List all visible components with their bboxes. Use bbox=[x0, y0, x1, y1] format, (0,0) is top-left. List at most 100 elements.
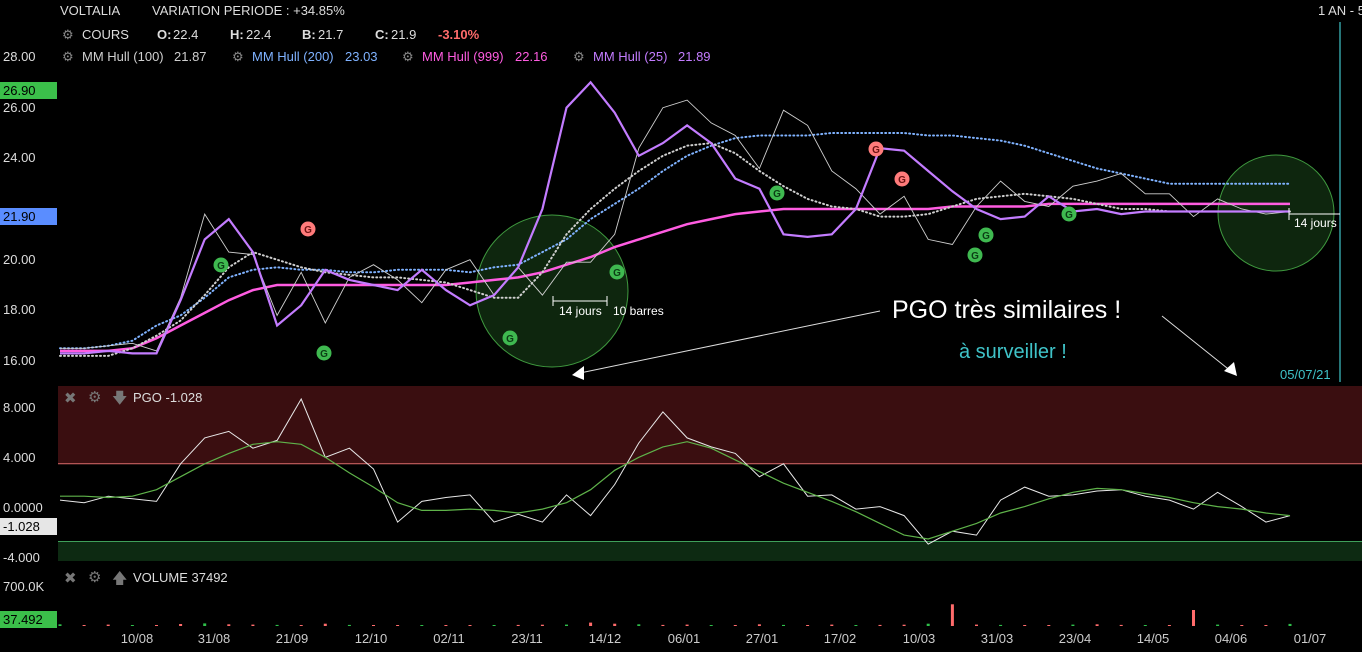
label-10-barres: 10 barres bbox=[613, 304, 664, 318]
pgo-down-arrow-icon[interactable]: 🡇 bbox=[112, 390, 128, 407]
arrow-left-head bbox=[572, 366, 584, 380]
date-marker: 05/07/21 bbox=[1280, 367, 1331, 382]
volume-bar bbox=[830, 624, 834, 626]
annotation-sub: à surveiller ! bbox=[959, 341, 1067, 363]
volume-bar bbox=[1167, 625, 1171, 626]
x-tick-4: 02/11 bbox=[433, 631, 465, 646]
signal-marker-red bbox=[894, 171, 910, 187]
volume-bar bbox=[878, 624, 882, 626]
badge-high: 26.90 bbox=[0, 82, 57, 99]
period-selector[interactable]: 1 AN - 5 bbox=[1318, 3, 1362, 18]
label-14-jours-a: 14 jours bbox=[559, 304, 602, 318]
price-tick-18: 18.00 bbox=[3, 302, 36, 317]
signal-marker-label: G bbox=[506, 334, 514, 345]
close-value: 21.9 bbox=[391, 27, 417, 42]
x-tick-8: 27/01 bbox=[745, 631, 779, 646]
x-tick-9: 17/02 bbox=[823, 631, 857, 646]
x-tick-10: 10/03 bbox=[902, 631, 936, 646]
volume-bar bbox=[902, 624, 906, 626]
volume-bar bbox=[468, 625, 472, 626]
legend-hull100-name: MM Hull (100) bbox=[82, 49, 164, 64]
x-tick-12: 23/04 bbox=[1058, 631, 1092, 646]
pgo-close-icon[interactable]: ✖ bbox=[64, 390, 77, 407]
legend-hull200-name: MM Hull (200) bbox=[252, 49, 334, 64]
legend-gear-icon-3[interactable]: ⚙ bbox=[402, 49, 414, 64]
legend-gear-icon-4[interactable]: ⚙ bbox=[573, 49, 585, 64]
x-tick-7: 06/01 bbox=[667, 631, 701, 646]
close-label: C: bbox=[375, 27, 389, 42]
signal-marker-label: G bbox=[304, 225, 312, 236]
volume-bar bbox=[179, 624, 183, 626]
volume-bar bbox=[227, 624, 231, 626]
pgo-tick-4: 4.000 bbox=[3, 450, 36, 465]
price-tick-16: 16.00 bbox=[3, 353, 36, 368]
volume-bar bbox=[58, 624, 62, 626]
volume-bar bbox=[685, 624, 689, 626]
series-cours bbox=[60, 99, 1291, 352]
signal-marker-green bbox=[1061, 206, 1077, 222]
legend-gear-icon-1[interactable]: ⚙ bbox=[62, 49, 74, 64]
label-14-jours-b: 14 jours bbox=[1294, 216, 1337, 230]
volume-bar bbox=[106, 624, 110, 626]
volume-bar bbox=[1023, 625, 1027, 626]
volume-bar bbox=[1143, 625, 1147, 626]
volume-gear-icon[interactable]: ⚙ bbox=[88, 569, 102, 586]
legend-hull100-value: 21.87 bbox=[174, 49, 207, 64]
low-value: 21.7 bbox=[318, 27, 344, 42]
legend-gear-icon-2[interactable]: ⚙ bbox=[232, 49, 244, 64]
signal-marker-green bbox=[316, 345, 332, 361]
signal-marker-label: G bbox=[320, 349, 328, 360]
x-tick-14: 04/06 bbox=[1214, 631, 1248, 646]
legend-hull25-name: MM Hull (25) bbox=[593, 49, 668, 64]
volume-bar bbox=[854, 625, 858, 626]
volume-bar bbox=[275, 624, 279, 626]
volume-bar bbox=[420, 625, 424, 626]
x-tick-15: 01/07 bbox=[1293, 631, 1327, 646]
pgo-gear-icon[interactable]: ⚙ bbox=[88, 389, 102, 406]
arrow-left-line bbox=[579, 310, 881, 374]
volume-bar bbox=[82, 625, 86, 626]
series-mm-hull-25 bbox=[60, 80, 1290, 355]
volume-bar bbox=[130, 625, 134, 626]
x-tick-2: 21/09 bbox=[275, 631, 309, 646]
legend-hull999-name: MM Hull (999) bbox=[422, 49, 504, 64]
pgo-series-group bbox=[59, 397, 1291, 545]
volume-bar bbox=[203, 623, 207, 626]
volume-bar bbox=[709, 625, 713, 626]
volume-bar bbox=[323, 623, 327, 626]
volume-bar bbox=[1095, 624, 1099, 626]
volume-bar bbox=[492, 625, 496, 626]
price-tick-26: 26.00 bbox=[3, 100, 36, 115]
signal-marker-label: G bbox=[1065, 210, 1073, 221]
volume-bar bbox=[733, 625, 737, 626]
x-tick-3: 12/10 bbox=[354, 631, 388, 646]
cours-gear-icon[interactable]: ⚙ bbox=[62, 27, 74, 42]
volume-bar bbox=[1288, 623, 1292, 626]
volume-close-icon[interactable]: ✖ bbox=[64, 570, 77, 587]
signal-marker-label: G bbox=[982, 231, 990, 242]
legend-hull999-value: 22.16 bbox=[515, 49, 548, 64]
volume-bar bbox=[950, 604, 954, 626]
volume-tick-700k: 700.0K bbox=[3, 579, 45, 594]
pgo-tick-0: 0.0000 bbox=[3, 500, 43, 515]
signal-marker-label: G bbox=[773, 189, 781, 200]
volume-bar bbox=[613, 623, 617, 626]
x-tick-1: 31/08 bbox=[197, 631, 231, 646]
volume-bar bbox=[396, 625, 400, 626]
volume-up-arrow-icon[interactable]: 🡅 bbox=[112, 570, 128, 587]
volume-bar bbox=[999, 624, 1003, 626]
signal-marker-green bbox=[502, 330, 518, 346]
volume-bar bbox=[1192, 610, 1195, 626]
signal-marker-label: G bbox=[872, 145, 880, 156]
series-mm-hull-999 bbox=[60, 202, 1290, 353]
pgo-tick-8: 8.000 bbox=[3, 400, 36, 415]
volume-bar bbox=[1216, 624, 1220, 626]
pgo-lower-zone bbox=[58, 541, 1362, 561]
x-tick-0: 10/08 bbox=[120, 631, 154, 646]
volume-bar bbox=[637, 624, 641, 626]
volume-bar bbox=[661, 624, 665, 626]
price-tick-28: 28.00 bbox=[3, 49, 36, 64]
volume-bar bbox=[540, 624, 544, 626]
